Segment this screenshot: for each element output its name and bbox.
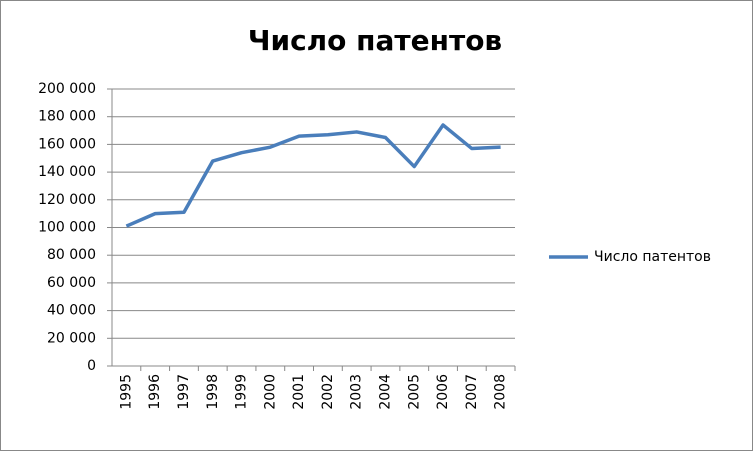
y-tick-label: 60 000 [47,275,96,291]
x-tick-label: 1998 [205,374,221,410]
x-tick-label: 2004 [377,374,393,410]
y-tick-label: 160 000 [38,136,96,152]
x-tick-label: 2002 [320,374,336,410]
x-tick-label: 2007 [464,374,480,410]
y-tick-label: 200 000 [38,81,96,97]
legend-label: Число патентов [594,249,711,265]
x-tick-label: 2006 [435,374,451,410]
x-tick-label: 2005 [406,374,422,410]
y-tick-label: 140 000 [38,164,96,180]
x-tick-label: 1997 [176,374,192,410]
y-tick-label: 40 000 [47,303,96,319]
y-tick-label: 100 000 [38,220,96,236]
y-tick-label: 0 [87,358,96,374]
y-tick-label: 180 000 [38,109,96,125]
x-tick-label: 1999 [234,374,250,410]
x-tick-label: 2000 [262,374,278,410]
y-tick-label: 80 000 [47,247,96,263]
y-tick-label: 20 000 [47,330,96,346]
x-tick-label: 2008 [493,374,509,410]
x-tick-label: 2001 [291,374,307,410]
series-line [125,123,501,228]
x-tick-label: 1996 [147,374,163,410]
x-tick-label: 1995 [118,374,134,410]
y-tick-label: 120 000 [38,192,96,208]
x-tick-label: 2003 [349,374,365,410]
chart-title: Число патентов [248,24,502,57]
